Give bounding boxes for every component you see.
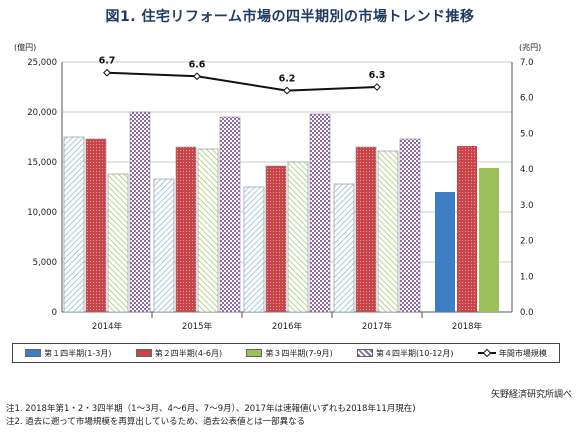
legend-label-q3: 第３四半期(7-9月)	[265, 348, 333, 358]
legend-label-q1: 第１四半期(1-3月)	[44, 348, 112, 358]
bars	[63, 111, 499, 313]
legend-item-q1: 第１四半期(1-3月)	[25, 348, 111, 359]
x-tick-label: 2016年	[272, 321, 303, 332]
bar-q1	[243, 186, 265, 313]
annual-line-marker	[103, 68, 111, 77]
legend: 第１四半期(1-3月) 第２四半期(4-6月) 第３四半期(7-9月) 第４四半…	[12, 343, 560, 363]
annual-data-label: 6.2	[279, 74, 296, 85]
chart-title: 図1. 住宅リフォーム市場の四半期別の市場トレンド推移	[105, 9, 475, 25]
footnote-2: 注2. 過去に遡って市場規模を再算出しているため、過去公表値とは一部異なる	[6, 417, 306, 427]
legend-label-annual: 年間市場規模	[498, 348, 547, 358]
bar-q4	[219, 116, 241, 313]
bar-q3	[377, 150, 399, 313]
legend-item-q2: 第２四半期(4-6月)	[135, 348, 223, 359]
footnote-1: 注1. 2018年第1・2・3四半期（1～3月、4～6月、7～9月）、2017年…	[6, 404, 416, 414]
legend-label-q2: 第２四半期(4-6月)	[154, 348, 223, 358]
bar-q4	[129, 111, 151, 313]
legend-swatch-q4	[357, 349, 374, 357]
source-credit: 矢野経済研究所調べ	[490, 390, 572, 400]
y-tick-label-left: 25,000	[27, 58, 57, 68]
y-tick-label-left: 0	[52, 308, 57, 318]
y-tick-label-left: 20,000	[27, 108, 57, 118]
bar-q3	[287, 161, 309, 313]
bar-q1	[333, 183, 355, 313]
bar-q3	[107, 173, 129, 313]
y-tick-label-left: 5,000	[33, 258, 57, 268]
annual-data-label: 6.7	[99, 56, 116, 67]
y-axis-label-right: (兆円)	[519, 42, 541, 52]
y-tick-label-right: 6.0	[520, 94, 534, 104]
bar-q1	[435, 192, 455, 312]
legend-item-q3: 第３四半期(7-9月)	[246, 348, 333, 359]
bar-q2	[175, 146, 197, 313]
x-tick-label: 2015年	[182, 321, 213, 332]
y-tick-label-right: 0.0	[520, 308, 534, 318]
legend-swatch-q3	[246, 349, 263, 357]
y-axis-label-left: (億円)	[14, 42, 36, 52]
annual-data-label: 6.3	[369, 70, 386, 81]
x-tick-label: 2018年	[452, 321, 483, 332]
annual-line-marker	[283, 86, 291, 95]
y-tick-label-right: 7.0	[520, 58, 534, 68]
x-tick-label: 2017年	[362, 321, 393, 332]
y-tick-label-right: 2.0	[520, 237, 534, 247]
y-tick-label-right: 1.0	[520, 272, 534, 282]
y-tick-label-left: 10,000	[27, 208, 57, 218]
annual-line-marker	[373, 83, 381, 91]
legend-item-annual: 年間市場規模	[477, 348, 547, 359]
bar-q3	[197, 148, 219, 313]
bar-q2	[355, 146, 377, 313]
y-tick-label-right: 5.0	[520, 129, 534, 139]
y-tick-label-right: 3.0	[520, 201, 534, 211]
bar-q1	[63, 136, 85, 313]
bar-q2	[265, 165, 287, 313]
legend-item-q4: 第４四半期(10-12月)	[357, 348, 454, 359]
bar-q4	[399, 138, 421, 313]
bar-q4	[309, 113, 331, 313]
annual-line-marker	[193, 72, 201, 81]
x-tick-label: 2014年	[92, 321, 123, 332]
bar-q2	[85, 138, 107, 313]
bar-q1	[153, 178, 175, 313]
y-tick-label-left: 15,000	[27, 158, 57, 168]
annual-line-path	[106, 71, 378, 92]
legend-swatch-q2	[135, 349, 152, 357]
annual-data-label: 6.6	[189, 59, 206, 70]
chart-canvas: 0 5,000 10,000 15,000 20,000 25,000 0.0 1.0 2.0 3…	[14, 42, 541, 332]
legend-label-q4: 第４四半期(10-12月)	[376, 348, 454, 358]
legend-swatch-q1	[25, 349, 42, 357]
y-tick-label-right: 4.0	[520, 165, 534, 175]
annual-line: 6.7 6.6 6.2 6.3	[99, 56, 386, 95]
legend-line-marker-icon	[477, 349, 496, 357]
bar-q2	[457, 146, 477, 312]
bar-q3	[479, 168, 499, 312]
